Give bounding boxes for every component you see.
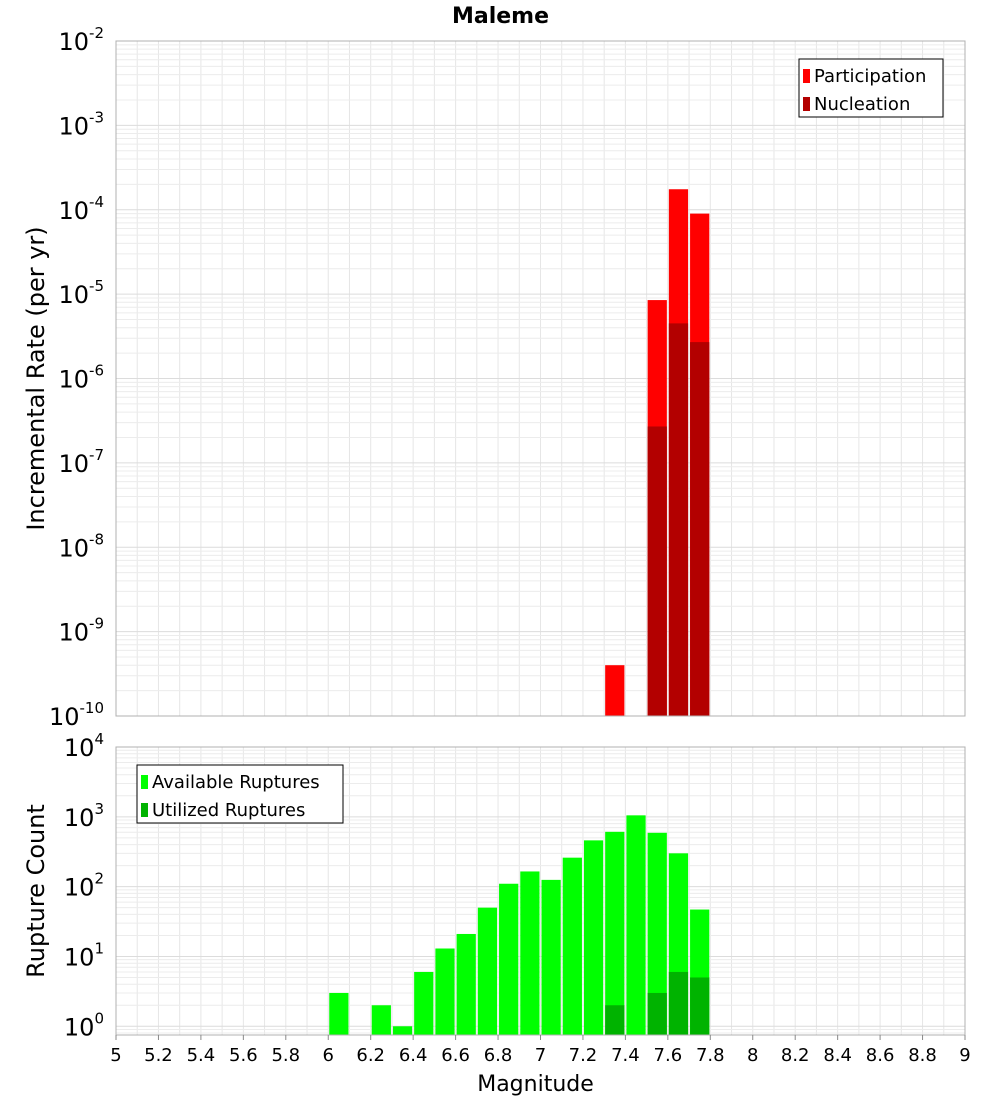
x-tick-label: 9 — [959, 1045, 970, 1066]
x-tick-label: 7 — [535, 1045, 546, 1066]
plot-border — [115, 40, 966, 717]
bar — [499, 883, 519, 1035]
bar — [414, 971, 434, 1035]
series-nucleation — [647, 323, 710, 716]
bar — [562, 857, 582, 1035]
y-tick-label: 10-9 — [58, 615, 104, 647]
y-tick-label: 101 — [64, 939, 104, 971]
x-tick-label: 8 — [747, 1045, 758, 1066]
x-tick-label: 8.2 — [781, 1045, 810, 1066]
x-tick-label: 6.2 — [356, 1045, 385, 1066]
chart-panel-2: 100 101 102 103 104 5 5.2 5.4 5.6 5.8 6 6.2 6.4 6.6 6.… — [22, 730, 971, 1097]
y-tick-label: 103 — [64, 800, 104, 832]
y-tick-label: 10-6 — [58, 362, 104, 394]
bar — [541, 879, 561, 1035]
bar — [668, 323, 689, 716]
x-tick-label: 6.4 — [399, 1045, 428, 1066]
bar — [690, 342, 710, 716]
chart-panel-1: 10-10 10-9 10-8 10-7 10-6 10-5 10-4 10-3 10-2 Mal… — [22, 4, 966, 731]
bar — [605, 831, 625, 1035]
bar — [647, 832, 667, 1035]
x-tick-label: 6.6 — [441, 1045, 470, 1066]
x-tick-label: 5.8 — [271, 1045, 300, 1066]
bar — [435, 948, 455, 1035]
y-axis-label: Incremental Rate (per yr) — [22, 226, 50, 530]
legend-swatch — [803, 97, 810, 111]
legend-label: Nucleation — [814, 94, 910, 115]
legend-label: Utilized Ruptures — [152, 800, 305, 821]
y-tick-label: 104 — [64, 730, 104, 762]
bar — [520, 871, 540, 1035]
y-tick-label: 10-3 — [58, 108, 104, 140]
bar — [605, 665, 625, 716]
x-tick-label: 6.8 — [484, 1045, 513, 1066]
x-axis-label: Magnitude — [477, 1072, 594, 1097]
x-tick-label: 7.8 — [696, 1045, 725, 1066]
x-tick-label: 5.6 — [229, 1045, 258, 1066]
legend: Participation Nucleation — [798, 58, 944, 118]
bar — [477, 907, 498, 1035]
x-tick-label: 7.2 — [569, 1045, 598, 1066]
legend-box — [136, 764, 344, 824]
bar — [329, 992, 349, 1035]
legend-swatch — [141, 775, 148, 789]
series-utilized-ruptures — [605, 971, 710, 1035]
y-axis-label: Rupture Count — [22, 804, 50, 978]
legend-swatch — [141, 803, 148, 817]
y-tick-label: 10-10 — [49, 699, 104, 731]
x-tick-label: 5.2 — [144, 1045, 173, 1066]
grid — [115, 40, 966, 717]
x-tick-label: 5 — [110, 1045, 121, 1066]
bar — [647, 426, 667, 716]
legend-label: Available Ruptures — [152, 772, 320, 793]
bar — [647, 992, 667, 1035]
x-tick-label: 8.8 — [908, 1045, 937, 1066]
x-tick-label: 8.6 — [866, 1045, 895, 1066]
y-tick-label: 10-7 — [58, 446, 104, 478]
x-tick-label: 6 — [323, 1045, 334, 1066]
y-tick-label: 10-2 — [58, 24, 104, 56]
bar — [668, 971, 689, 1035]
y-tick-label: 102 — [64, 870, 104, 902]
bar — [371, 1005, 391, 1035]
bar — [456, 933, 476, 1035]
legend-swatch — [803, 69, 810, 83]
legend-label: Participation — [814, 66, 926, 87]
bar — [392, 1026, 413, 1035]
legend-box — [798, 58, 944, 118]
bar — [690, 977, 710, 1035]
bar — [583, 840, 604, 1035]
chart-title: Maleme — [452, 4, 549, 29]
y-tick-label: 10-8 — [58, 530, 104, 562]
x-tick-label: 8.4 — [823, 1045, 852, 1066]
y-tick-label: 10-4 — [58, 193, 104, 225]
x-tick-label: 5.4 — [187, 1045, 216, 1066]
y-tick-label: 100 — [64, 1009, 104, 1041]
legend: Available Ruptures Utilized Ruptures — [136, 764, 344, 824]
y-tick-label: 10-5 — [58, 277, 104, 309]
x-tick-label: 7.6 — [654, 1045, 683, 1066]
x-tick-label: 7.4 — [611, 1045, 640, 1066]
bar — [626, 815, 646, 1035]
bar — [605, 1005, 625, 1035]
